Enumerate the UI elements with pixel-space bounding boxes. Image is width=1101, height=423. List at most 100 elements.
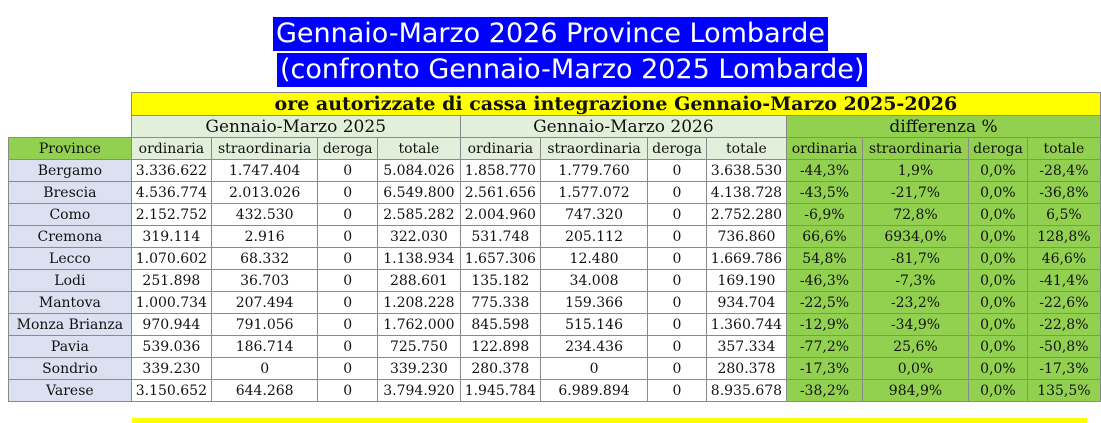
cell-2026-ordinaria: 2.561.656 [459,181,541,204]
cell-2026-straordinaria: 515.146 [539,313,649,336]
cell-2026-totale: 934.704 [705,291,788,314]
col-header-2025-straordinaria: straordinaria [210,137,319,160]
cell-2026-ordinaria: 1.657.306 [459,247,541,270]
cell-diff-ordinaria: -43,5% [786,181,863,204]
cell-2025-ordinaria: 4.536.774 [130,181,213,204]
cell-2025-straordinaria: 644.268 [210,379,319,402]
cell-2025-deroga: 0 [317,203,379,226]
cell-2025-straordinaria: 1.747.404 [210,159,319,182]
group-2026: Gennaio-Marzo 2026 [459,115,788,138]
cell-2026-totale: 736.860 [705,225,788,248]
cell-diff-deroga: 0,0% [968,203,1028,226]
cell-diff-ordinaria: -12,9% [786,313,863,336]
cell-diff-totale: -17,3% [1026,357,1101,380]
cell-2025-totale: 1.138.934 [377,247,461,270]
cell-2026-totale: 280.378 [705,357,788,380]
cell-diff-ordinaria: -38,2% [786,379,863,402]
cell-province: Varese [8,379,132,402]
col-header-province: Province [8,137,132,160]
cell-2026-deroga: 0 [647,159,707,182]
cell-diff-deroga: 0,0% [968,291,1028,314]
cell-2025-totale: 6.549.800 [377,181,461,204]
cell-2026-deroga: 0 [647,357,707,380]
cell-diff-totale: -22,8% [1026,313,1101,336]
cell-2025-totale: 288.601 [377,269,461,292]
cell-2026-straordinaria: 0 [539,357,649,380]
cell-2026-straordinaria: 234.436 [539,335,649,358]
group-differenza: differenza % [786,115,1101,138]
col-header-2025-ordinaria: ordinaria [130,137,213,160]
cell-province: Sondrio [8,357,132,380]
group-header-row: Gennaio-Marzo 2025 Gennaio-Marzo 2026 di… [8,115,1101,138]
cell-province: Lodi [8,269,132,292]
cell-diff-deroga: 0,0% [968,225,1028,248]
cell-diff-ordinaria: -6,9% [786,203,863,226]
cell-2025-ordinaria: 251.898 [130,269,213,292]
table-row: Brescia 4.536.774 2.013.026 0 6.549.800 2.561… [8,181,1101,204]
cell-2025-totale: 339.230 [377,357,461,380]
table-row: Monza Brianza 970.944 791.056 0 1.762.000 845… [8,313,1101,336]
cell-diff-deroga: 0,0% [968,313,1028,336]
cell-2025-deroga: 0 [317,269,379,292]
cell-province: Bergamo [8,159,132,182]
cell-2025-deroga: 0 [317,379,379,402]
cell-2025-straordinaria: 791.056 [210,313,319,336]
cell-2026-ordinaria: 531.748 [459,225,541,248]
col-header-diff-ordinaria: ordinaria [786,137,863,160]
cell-diff-ordinaria: -44,3% [786,159,863,182]
cell-2026-ordinaria: 2.004.960 [459,203,541,226]
cell-2026-ordinaria: 775.338 [459,291,541,314]
cell-2025-straordinaria: 432.530 [210,203,319,226]
table-row: Lecco 1.070.602 68.332 0 1.138.934 1.657.306 1… [8,247,1101,270]
cell-diff-totale: 6,5% [1026,203,1101,226]
cell-diff-totale: -41,4% [1026,269,1101,292]
table-row: Lodi 251.898 36.703 0 288.601 135.182 34.008 0 1… [8,269,1101,292]
cell-2025-straordinaria: 207.494 [210,291,319,314]
cell-2026-straordinaria: 747.320 [539,203,649,226]
cell-2026-ordinaria: 1.858.770 [459,159,541,182]
col-header-2025-deroga: deroga [317,137,379,160]
cell-diff-deroga: 0,0% [968,379,1028,402]
cell-2026-totale: 4.138.728 [705,181,788,204]
cell-2026-deroga: 0 [647,247,707,270]
cell-2025-deroga: 0 [317,313,379,336]
col-header-diff-totale: totale [1026,137,1101,160]
blank-cell [8,92,132,116]
cell-2025-deroga: 0 [317,291,379,314]
cell-diff-ordinaria: -77,2% [786,335,863,358]
cell-2026-straordinaria: 1.779.760 [539,159,649,182]
cell-2026-totale: 8.935.678 [705,379,788,402]
cell-2025-deroga: 0 [317,247,379,270]
cell-province: Lecco [8,247,132,270]
cell-diff-straordinaria: 984,9% [861,379,970,402]
cell-2025-deroga: 0 [317,225,379,248]
table-row: Cremona 319.114 2.916 0 322.030 531.748 205.11… [8,225,1101,248]
cell-2026-totale: 1.669.786 [705,247,788,270]
cell-2025-straordinaria: 2.013.026 [210,181,319,204]
cell-diff-straordinaria: 0,0% [861,357,970,380]
cell-2025-ordinaria: 339.230 [130,357,213,380]
cell-2025-deroga: 0 [317,357,379,380]
table-banner: ore autorizzate di cassa integrazione Ge… [130,92,1101,116]
cell-diff-ordinaria: -17,3% [786,357,863,380]
table-row: Como 2.152.752 432.530 0 2.585.282 2.004.960 7… [8,203,1101,226]
cell-2025-totale: 2.585.282 [377,203,461,226]
cell-2025-ordinaria: 319.114 [130,225,213,248]
table-row: Bergamo 3.336.622 1.747.404 0 5.084.026 1.858… [8,159,1101,182]
col-header-2026-totale: totale [705,137,788,160]
table-row: Mantova 1.000.734 207.494 0 1.208.228 775.338… [8,291,1101,314]
cell-province: Mantova [8,291,132,314]
cell-diff-ordinaria: -22,5% [786,291,863,314]
title-line-1: Gennaio-Marzo 2026 Province Lombarde [273,17,828,51]
cell-2025-deroga: 0 [317,181,379,204]
table-row: Sondrio 339.230 0 0 339.230 280.378 0 0 280.378-… [8,357,1101,380]
cell-diff-deroga: 0,0% [968,357,1028,380]
col-header-2026-ordinaria: ordinaria [459,137,541,160]
cell-diff-ordinaria: -46,3% [786,269,863,292]
cell-2026-totale: 169.190 [705,269,788,292]
cell-diff-totale: 46,6% [1026,247,1101,270]
cell-2026-straordinaria: 6.989.894 [539,379,649,402]
cell-2025-straordinaria: 68.332 [210,247,319,270]
cell-2025-straordinaria: 186.714 [210,335,319,358]
cell-2026-straordinaria: 205.112 [539,225,649,248]
